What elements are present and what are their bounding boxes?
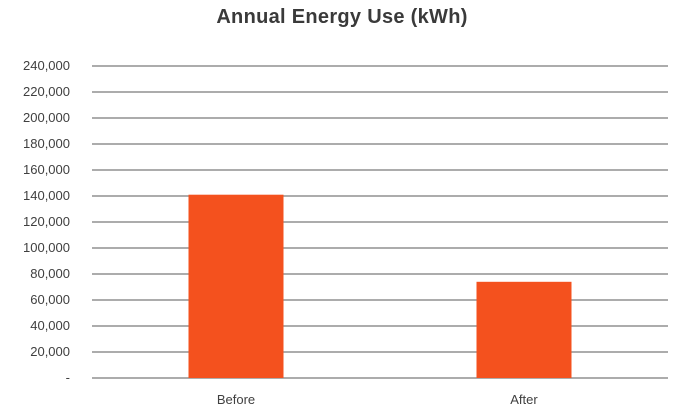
grid-layer (92, 65, 668, 379)
y-tick-label: 20,000 (30, 344, 70, 359)
x-category-label: Before (217, 392, 255, 407)
y-tick-label: - (66, 370, 70, 385)
y-tick-label: 220,000 (23, 84, 70, 99)
bar-before (188, 194, 284, 378)
y-tick-label: 140,000 (23, 188, 70, 203)
y-tick-label: 40,000 (30, 318, 70, 333)
bar-after (476, 281, 572, 378)
y-tick-label: 100,000 (23, 240, 70, 255)
y-tick-label: 240,000 (23, 58, 70, 73)
bar-layer (188, 194, 572, 378)
label-layer: - 20,000 40,000 60,000 80,000 100,000 120,000 1… (23, 58, 538, 407)
y-tick-label: 180,000 (23, 136, 70, 151)
x-category-label: After (510, 392, 538, 407)
y-tick-label: 120,000 (23, 214, 70, 229)
chart-title: Annual Energy Use (kWh) (216, 6, 468, 28)
y-tick-label: 200,000 (23, 110, 70, 125)
y-tick-label: 160,000 (23, 162, 70, 177)
y-tick-label: 60,000 (30, 292, 70, 307)
y-tick-label: 80,000 (30, 266, 70, 281)
